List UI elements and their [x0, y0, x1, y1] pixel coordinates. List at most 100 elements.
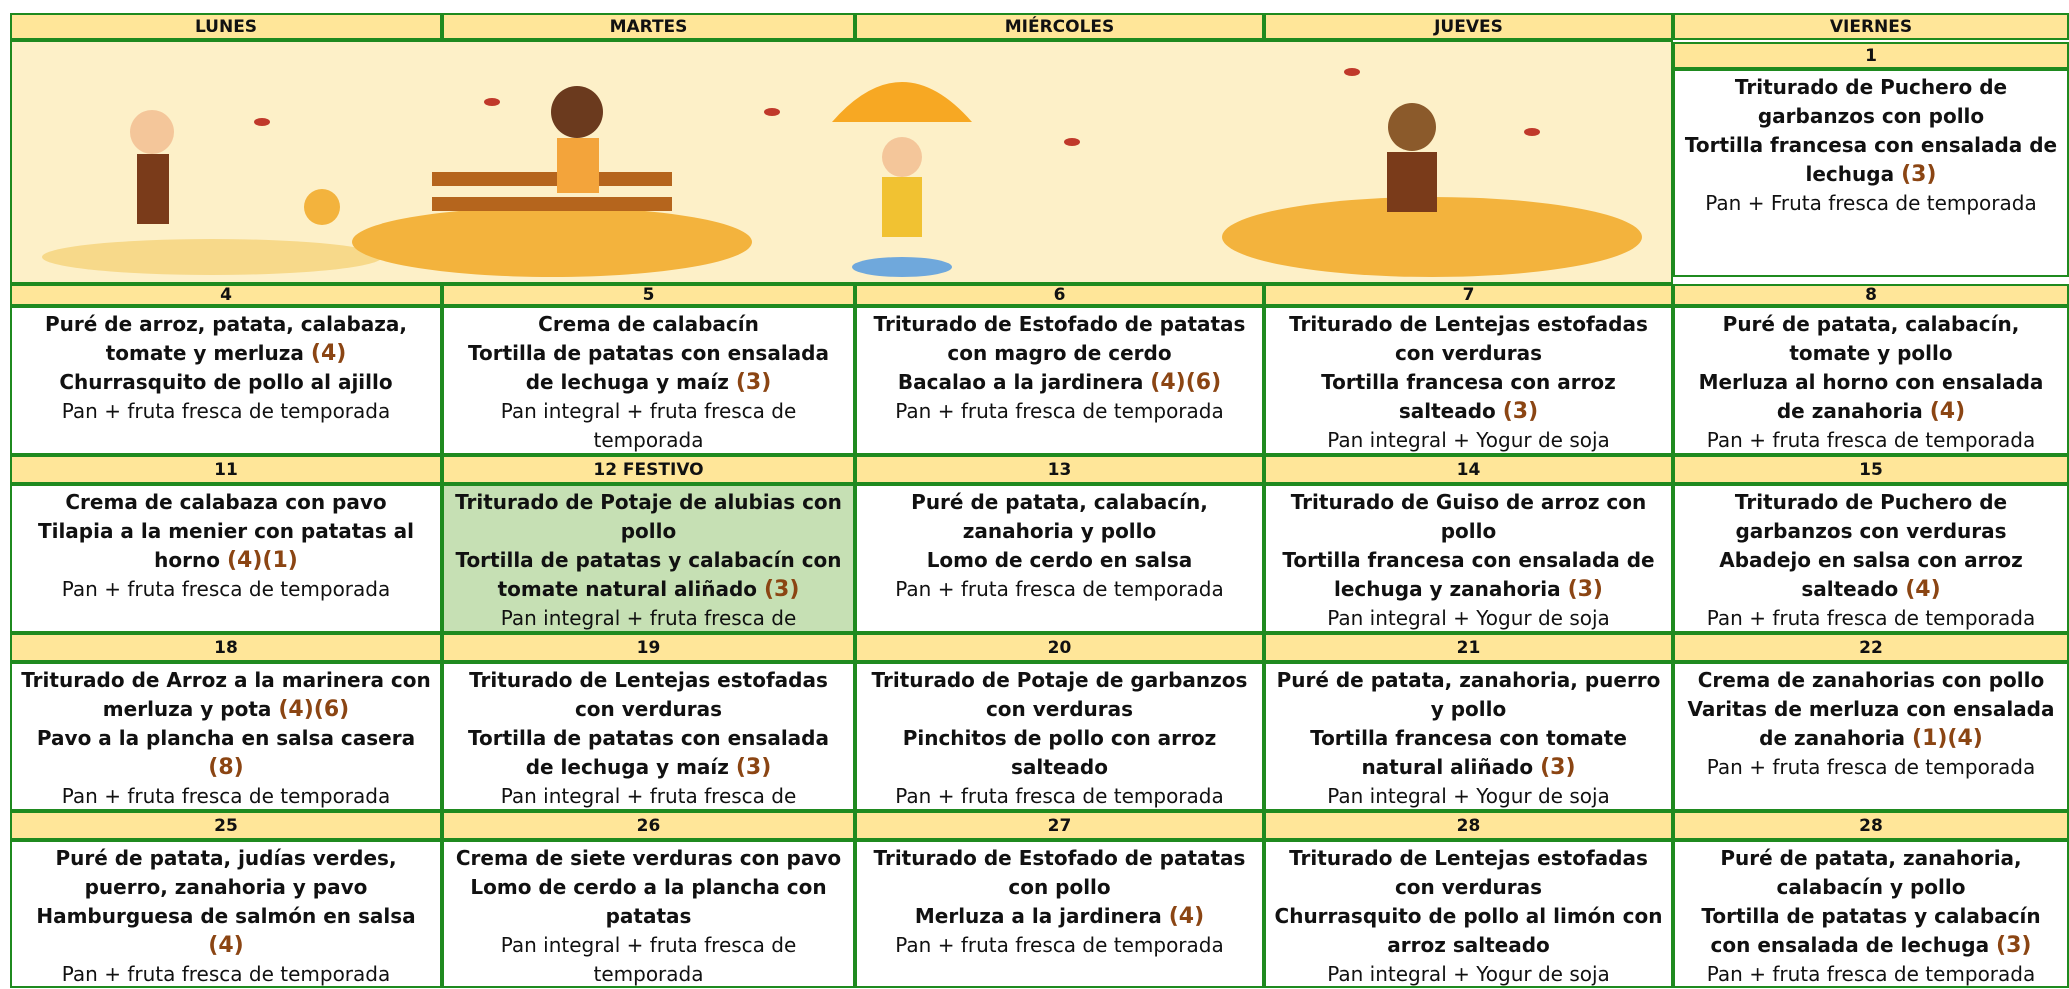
dish: Triturado de Puchero de garbanzos con po…	[1683, 73, 2059, 131]
weekday-header: MIÉRCOLES	[855, 13, 1264, 40]
day-label: 6	[855, 284, 1264, 306]
dish-name: Puré de patata, calabacín, tomate y poll…	[1722, 312, 2020, 365]
dish: Churrasquito de pollo al ajillo	[20, 368, 432, 397]
dish: Puré de arroz, patata, calabaza, tomate …	[20, 310, 432, 368]
dish: Puré de patata, zanahoria, puerro y poll…	[1274, 666, 1663, 724]
dish: Crema de siete verduras con pavo	[452, 844, 845, 873]
dish-name: Tortilla francesa con ensalada de lechug…	[1684, 133, 2058, 186]
dish: Puré de patata, judías verdes, puerro, z…	[20, 844, 432, 902]
dish-name: Tortilla de patatas y calabacín con toma…	[455, 548, 842, 601]
dish-name: Triturado de Potaje de alubias con pollo	[455, 490, 842, 543]
day-menu: Triturado de Estofado de patatas con pol…	[855, 840, 1264, 988]
allergens: (4)	[1905, 577, 1941, 602]
dish: Tortilla francesa con tomate natural ali…	[1274, 724, 1663, 782]
dish-name: Varitas de merluza con ensalada de zanah…	[1687, 697, 2055, 750]
dish: Crema de calabaza con pavo	[20, 488, 432, 517]
side-dish: Pan + fruta fresca de temporada	[1706, 755, 2036, 779]
day-label: 27	[855, 811, 1264, 840]
day-label: 8	[1673, 284, 2069, 306]
dish: Triturado de Estofado de patatas con pol…	[865, 844, 1254, 902]
dish-name: Tortilla de patatas con ensalada de lech…	[468, 726, 829, 779]
dish: Pavo a la plancha en salsa casera (8)	[20, 724, 432, 782]
dish: Merluza a la jardinera (4)	[865, 902, 1254, 931]
weekday-header: MARTES	[442, 13, 855, 40]
day-menu: Triturado de Puchero de garbanzos con po…	[1673, 69, 2069, 277]
dish: Triturado de Potaje de alubias con pollo	[452, 488, 845, 546]
allergens: (3)	[1996, 933, 2032, 958]
day-menu: Puré de patata, zanahoria, calabacín y p…	[1673, 840, 2069, 988]
dish: Merluza al horno con ensalada de zanahor…	[1683, 368, 2059, 426]
dish-name: Triturado de Arroz a la marinera con mer…	[21, 668, 431, 721]
weekday-header: VIERNES	[1673, 13, 2069, 40]
dish: Tortilla francesa con ensalada de lechug…	[1683, 131, 2059, 189]
dish-name: Crema de siete verduras con pavo	[455, 846, 842, 870]
side-dish: Pan + fruta fresca de temporada	[1706, 606, 2036, 630]
side-dish: Pan + Fruta fresca de temporada	[1705, 191, 2037, 215]
dish-name: Crema de calabacín	[538, 312, 759, 336]
dish-name: Bacalao a la jardinera	[897, 370, 1144, 394]
dish-name: Hamburguesa de salmón en salsa	[36, 904, 416, 928]
day-menu: Puré de patata, calabacín, zanahoria y p…	[855, 484, 1264, 633]
side-dish: Pan integral + Yogur de soja	[1327, 784, 1610, 808]
day-label: 19	[442, 633, 855, 662]
dish-name: Tortilla de patatas con ensalada de lech…	[468, 341, 829, 394]
dish: Puré de patata, zanahoria, calabacín y p…	[1683, 844, 2059, 902]
dish: Triturado de Lentejas estofadas con verd…	[1274, 844, 1663, 902]
dish: Crema de zanahorias con pollo	[1683, 666, 2059, 695]
allergens: (3)	[1540, 755, 1576, 780]
side-dish: Pan + fruta fresca de temporada	[61, 784, 391, 808]
dish-name: Pavo a la plancha en salsa casera	[36, 726, 416, 750]
dish-name: Lomo de cerdo a la plancha con patatas	[470, 875, 827, 928]
dish-name: Tortilla francesa con ensalada de lechug…	[1282, 548, 1655, 601]
side-dish: Pan + fruta fresca de temporada	[895, 577, 1224, 601]
day-menu: Triturado de Potaje de garbanzos con ver…	[855, 662, 1264, 811]
side-dish: Pan + fruta fresca de temporada	[1706, 962, 2036, 986]
dish-name: Puré de patata, zanahoria, calabacín y p…	[1720, 846, 2022, 899]
dish-name: Merluza al horno con ensalada de zanahor…	[1698, 370, 2044, 423]
day-menu: Puré de patata, zanahoria, puerro y poll…	[1264, 662, 1673, 811]
day-menu: Puré de arroz, patata, calabaza, tomate …	[10, 306, 442, 455]
dish: Tortilla francesa con ensalada de lechug…	[1274, 546, 1663, 604]
allergens: (3)	[1502, 399, 1539, 424]
day-label: 14	[1264, 455, 1673, 484]
day-menu: Triturado de Lentejas estofadas con verd…	[442, 662, 855, 837]
allergens: (3)	[735, 370, 772, 395]
dish-name: Triturado de Estofado de patatas con mag…	[873, 312, 1246, 365]
day-label: 1	[1673, 42, 2069, 69]
weekday-header: JUEVES	[1264, 13, 1673, 40]
dish-name: Tortilla francesa con arroz salteado	[1321, 370, 1616, 423]
allergens: (4)	[1929, 399, 1966, 424]
allergens: (4)	[208, 933, 244, 958]
side-dish: Pan + fruta fresca de temporada	[895, 784, 1224, 808]
day-label: 25	[10, 811, 442, 840]
side-dish: Pan + fruta fresca de temporada	[1706, 428, 2036, 452]
dish-name: Triturado de Lentejas estofadas con verd…	[1289, 846, 1648, 899]
dish: Abadejo en salsa con arroz salteado (4)	[1683, 546, 2059, 604]
dish-name: Triturado de Lentejas estofadas con verd…	[469, 668, 828, 721]
allergens: (4)(6)	[1150, 370, 1222, 395]
side-dish: Pan + fruta fresca de temporada	[895, 399, 1224, 423]
dish: Tilapia a la menier con patatas al horno…	[20, 517, 432, 575]
allergens: (4)	[310, 341, 347, 366]
day-menu: Puré de patata, calabacín, tomate y poll…	[1673, 306, 2069, 455]
dish: Crema de calabacín	[452, 310, 845, 339]
dish: Tortilla de patatas y calabacín con ensa…	[1683, 902, 2059, 960]
dish-name: Triturado de Puchero de garbanzos con ve…	[1734, 490, 2008, 543]
allergens: (3)	[1901, 162, 1937, 187]
dish-name: Tilapia a la menier con patatas al horno	[37, 519, 415, 572]
day-label: 11	[10, 455, 442, 484]
day-menu: Triturado de Lentejas estofadas con verd…	[1264, 840, 1673, 988]
dish-name: Tortilla de patatas y calabacín con ensa…	[1701, 904, 2041, 957]
day-label: 5	[442, 284, 855, 306]
day-label: 4	[10, 284, 442, 306]
day-label: 18	[10, 633, 442, 662]
day-menu: Crema de zanahorias con pollo Varitas de …	[1673, 662, 2069, 811]
day-label: 15	[1673, 455, 2069, 484]
day-menu: Crema de siete verduras con pavo Lomo de …	[442, 840, 855, 988]
dish-name: Puré de patata, judías verdes, puerro, z…	[55, 846, 397, 899]
day-label: 28	[1673, 811, 2069, 840]
day-menu: Triturado de Lentejas estofadas con verd…	[1264, 306, 1673, 455]
dish: Lomo de cerdo en salsa	[865, 546, 1254, 575]
side-dish: Pan integral + Yogur de soja	[1327, 962, 1610, 986]
